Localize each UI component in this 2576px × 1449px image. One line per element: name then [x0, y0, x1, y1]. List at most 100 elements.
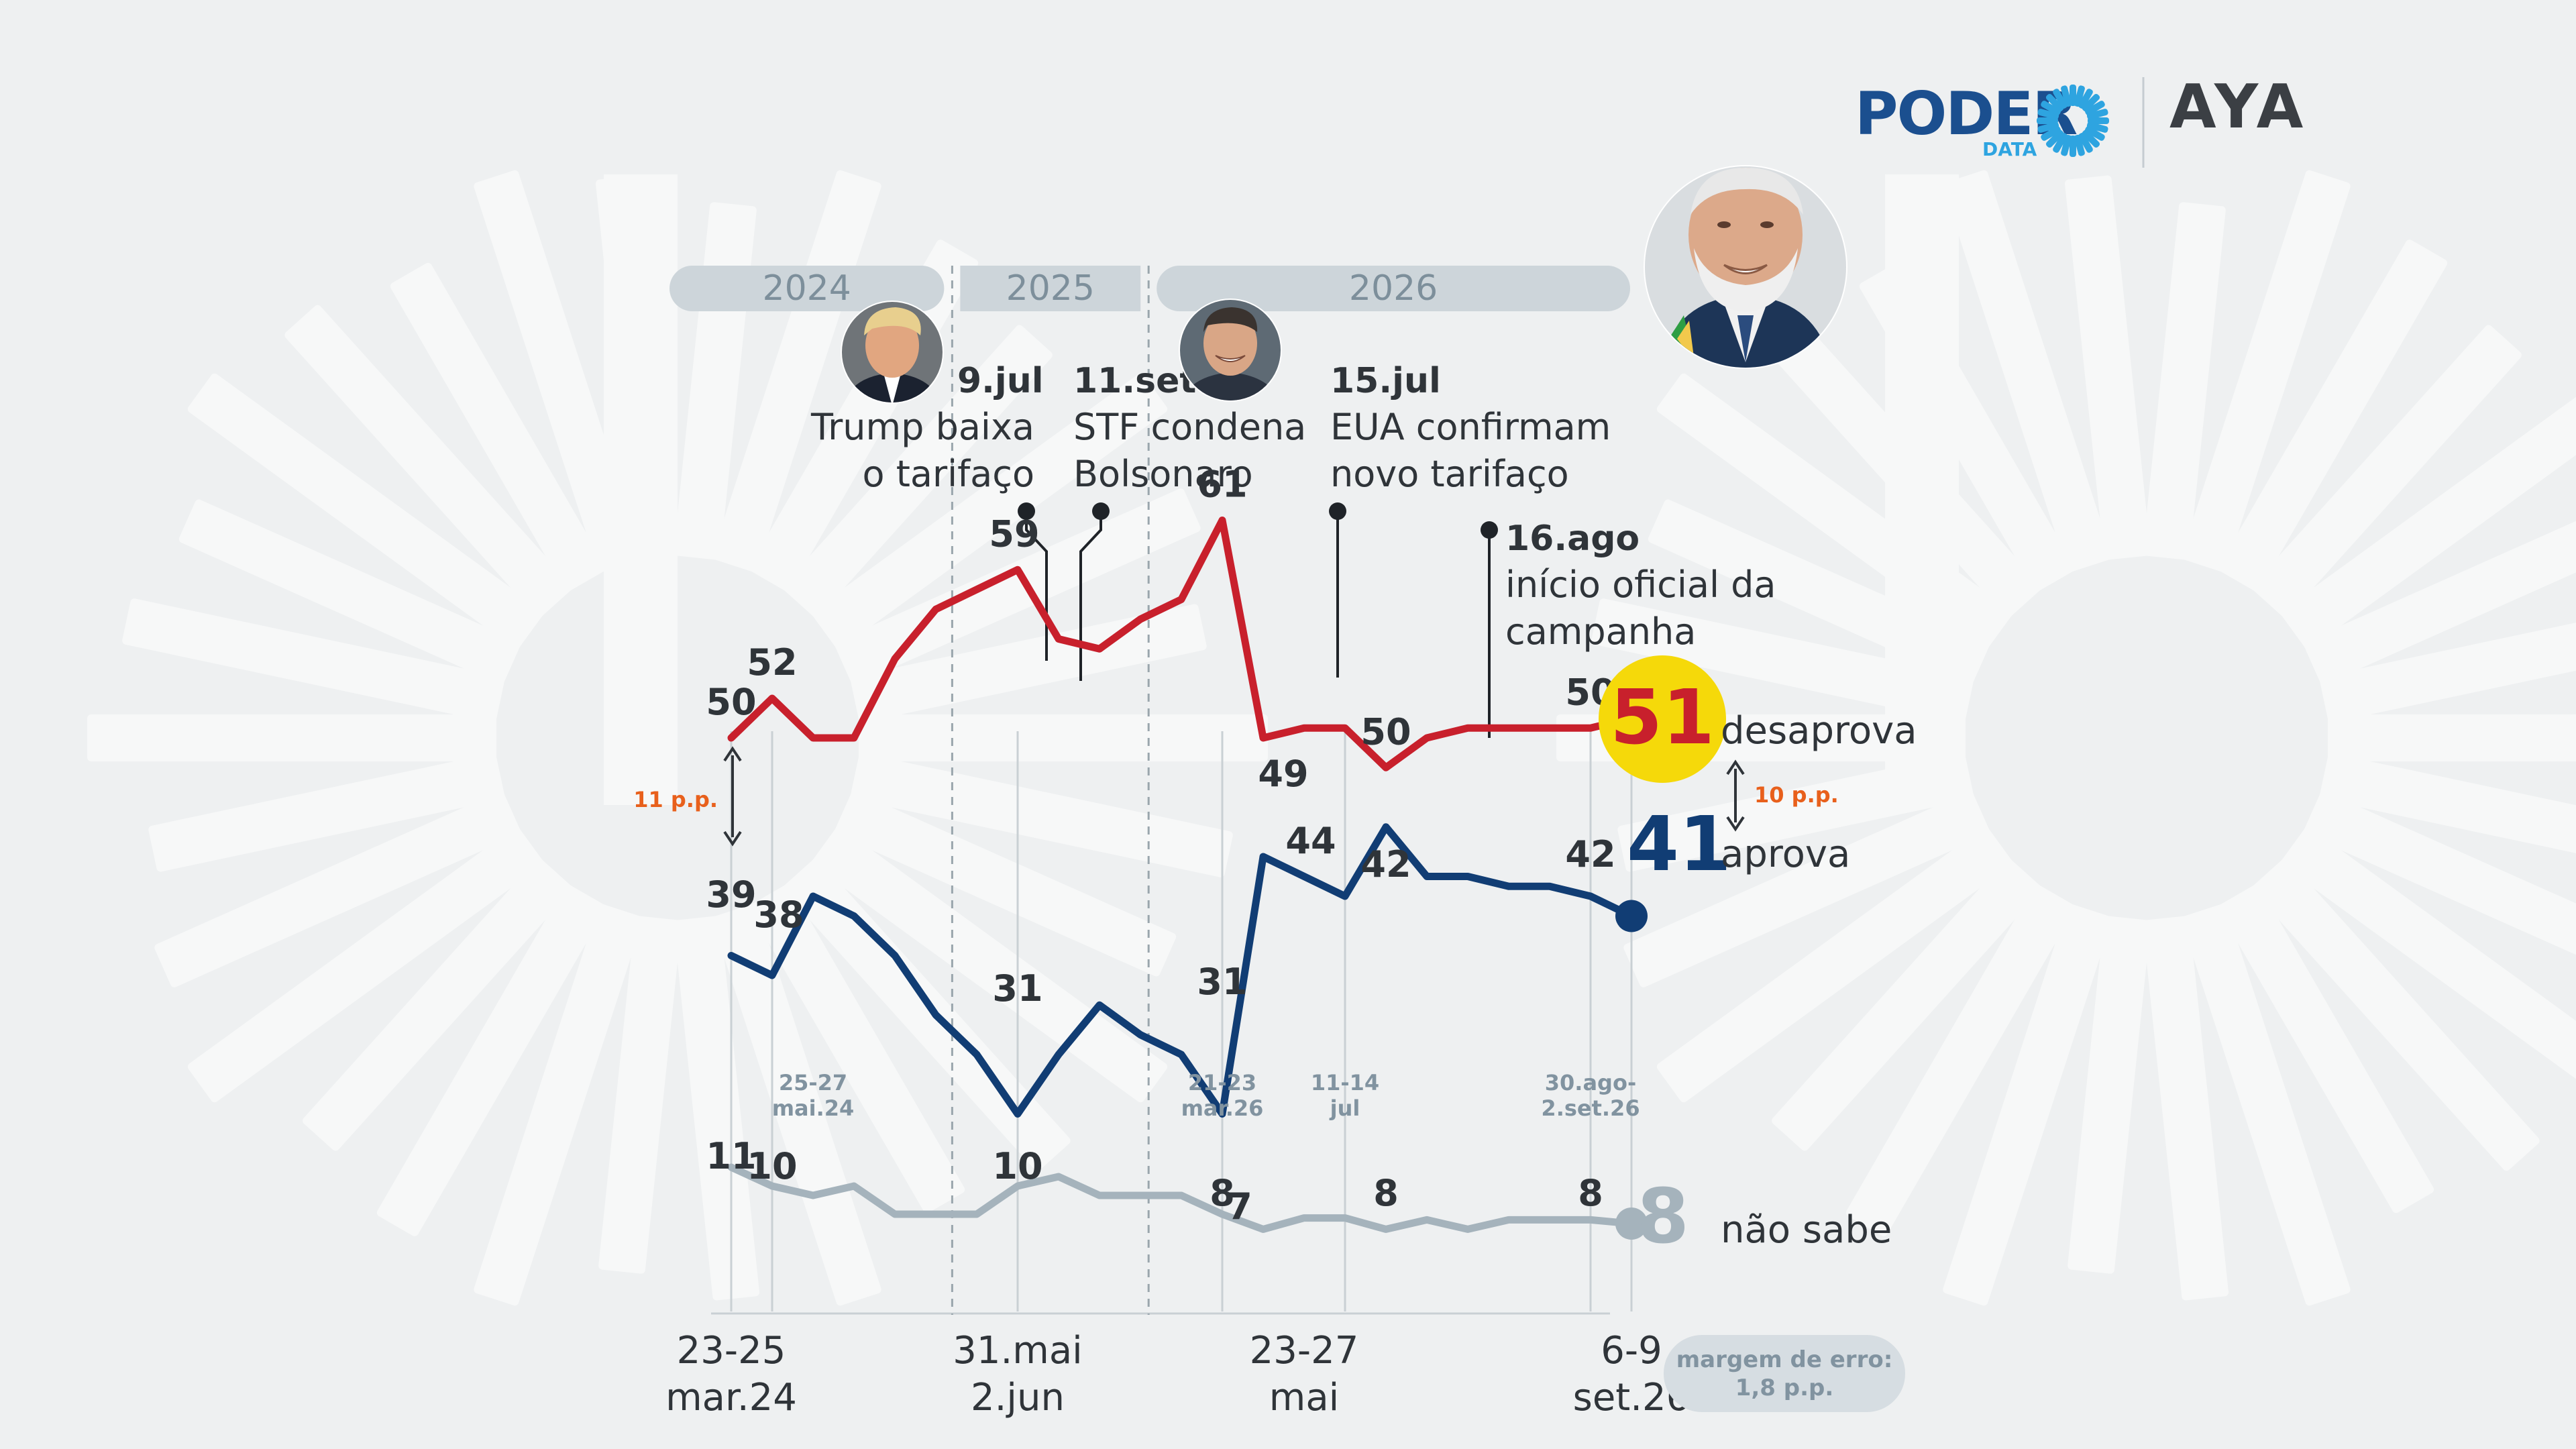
sunburst-ray — [598, 916, 682, 1274]
sunburst-ray — [850, 753, 1233, 877]
background-sunburst-decoration — [87, 170, 2576, 1306]
year-band — [960, 266, 1141, 311]
poder-data-logo: PODER DATA — [1855, 79, 2109, 160]
x-axis-label: 23-27 — [1250, 1329, 1359, 1373]
event-description: EUA confirmam — [1330, 406, 1611, 448]
x-axis-label: mar.24 — [665, 1376, 797, 1419]
end-marker-aprova — [1615, 900, 1648, 932]
event-annotations: 9.jul Trump baixa o tarifaço 11.set STF cond… — [810, 361, 1776, 738]
lula-portrait — [1644, 165, 1847, 369]
sunburst-ray — [474, 170, 643, 572]
sunburst-ray — [859, 714, 1268, 761]
event-marker-dot — [1481, 521, 1498, 539]
sunburst-ray — [1656, 826, 2012, 1103]
event-description: Trump baixa — [810, 406, 1034, 448]
sunburst-ray — [2304, 791, 2576, 977]
data-label-desaprova: 61 — [1197, 464, 1247, 506]
data-label-desaprova: 59 — [989, 513, 1039, 555]
data-label-nao-sabe: 8 — [1210, 1172, 1235, 1214]
x-axis-label: mai — [1269, 1376, 1339, 1419]
event-annotation: 9.jul Trump baixa o tarifaço — [810, 361, 1048, 661]
aya-logo: AYA — [2169, 72, 2307, 142]
event-description: Bolsonaro — [1073, 453, 1253, 495]
sunburst-ray — [712, 904, 881, 1306]
event-date: 9.jul — [957, 361, 1044, 401]
sunburst-ray — [1772, 858, 2041, 1151]
x-axis-label: 6-9 — [1601, 1329, 1662, 1373]
year-label: 2025 — [1006, 268, 1095, 309]
gap-end-label: 10 p.p. — [1754, 782, 1839, 808]
final-value-aprova: 41 — [1627, 801, 1731, 888]
margin-of-error-badge: margem de erro: 1,8 p.p. — [1664, 1335, 1905, 1412]
survey-date-label: jul — [1329, 1095, 1360, 1121]
survey-date-label: 11-14 — [1311, 1070, 1379, 1095]
event-description: o tarifaço — [863, 453, 1035, 495]
sunburst-ray — [178, 499, 521, 685]
sunburst-ray — [2218, 884, 2434, 1214]
series-line-desaprova — [727, 517, 1635, 771]
series-lines — [727, 517, 1635, 1233]
sunburst-ray — [812, 373, 1168, 649]
sunburst-ray — [2281, 373, 2576, 649]
sunburst-ray — [2078, 133, 2093, 153]
sunburst-ray — [122, 598, 505, 722]
sunburst-ray — [2319, 753, 2576, 877]
year-label: 2024 — [763, 268, 851, 309]
bolsonaro-portrait — [1179, 299, 1282, 402]
data-label-aprova: 44 — [1285, 820, 1336, 862]
highlight-circle — [1599, 655, 1726, 783]
sunburst-ray — [2143, 202, 2226, 560]
event-leader-line — [1025, 511, 1048, 661]
sunburst-ray — [2085, 126, 2105, 141]
gap-end-arrowhead — [1726, 759, 1745, 775]
sunburst-ray — [1623, 791, 1990, 987]
trump-portrait — [841, 301, 944, 404]
sunburst-ray — [749, 884, 965, 1214]
data-label-desaprova: 50 — [706, 681, 756, 723]
sunburst-ray — [187, 373, 543, 649]
sunburst-ray — [2037, 109, 2059, 120]
final-label-nao-sabe: não sabe — [1721, 1208, 1892, 1252]
survey-date-label: mar.26 — [1181, 1095, 1264, 1121]
sunburst-ray — [474, 904, 643, 1306]
sunburst-ray — [1943, 170, 2112, 572]
data-label-nao-sabe: 10 — [747, 1145, 797, 1187]
sunburst-ray — [2037, 117, 2058, 124]
sunburst-ray — [2041, 126, 2061, 141]
sunburst-ray — [2218, 239, 2448, 592]
sunburst-ray — [2252, 325, 2522, 618]
event-date: 15.jul — [1330, 361, 1441, 401]
event-description: STF condena — [1073, 406, 1306, 448]
sunburst-ray — [674, 916, 760, 1301]
data-label-aprova: 31 — [1197, 961, 1247, 1003]
sunburst-ray — [2045, 93, 2064, 112]
sunburst-ray — [2082, 129, 2100, 148]
data-label-aprova: 42 — [1565, 833, 1615, 875]
sunburst-ray — [2085, 101, 2105, 115]
sunburst-ray — [2086, 121, 2108, 133]
event-description: novo tarifaço — [1330, 453, 1569, 495]
sunburst-ray — [2319, 604, 2576, 722]
event-description: início oficial da — [1505, 564, 1776, 606]
sunburst-shape — [87, 170, 1268, 1306]
sunburst-ray — [1943, 904, 2112, 1306]
data-label-nao-sabe: 8 — [1578, 1172, 1603, 1214]
data-label-aprova: 39 — [706, 873, 756, 916]
survey-date-label: 25-27 — [779, 1070, 847, 1095]
sunburst-ray — [2061, 134, 2072, 156]
sunburst-ray — [835, 791, 1177, 977]
sunburst-ray — [1845, 884, 2076, 1236]
data-label-nao-sabe: 7 — [1227, 1185, 1252, 1228]
sunburst-ray — [2045, 129, 2064, 148]
sunburst-ray — [2070, 85, 2076, 106]
event-date: 16.ago — [1505, 519, 1640, 559]
x-axis-label: 31.mai — [953, 1329, 1082, 1373]
sunburst-ray — [87, 714, 496, 761]
sunburst-icon — [2037, 85, 2109, 157]
sunburst-ray — [1591, 598, 1974, 722]
event-marker-dot — [1092, 502, 1110, 520]
sunburst-ray — [2037, 121, 2059, 133]
